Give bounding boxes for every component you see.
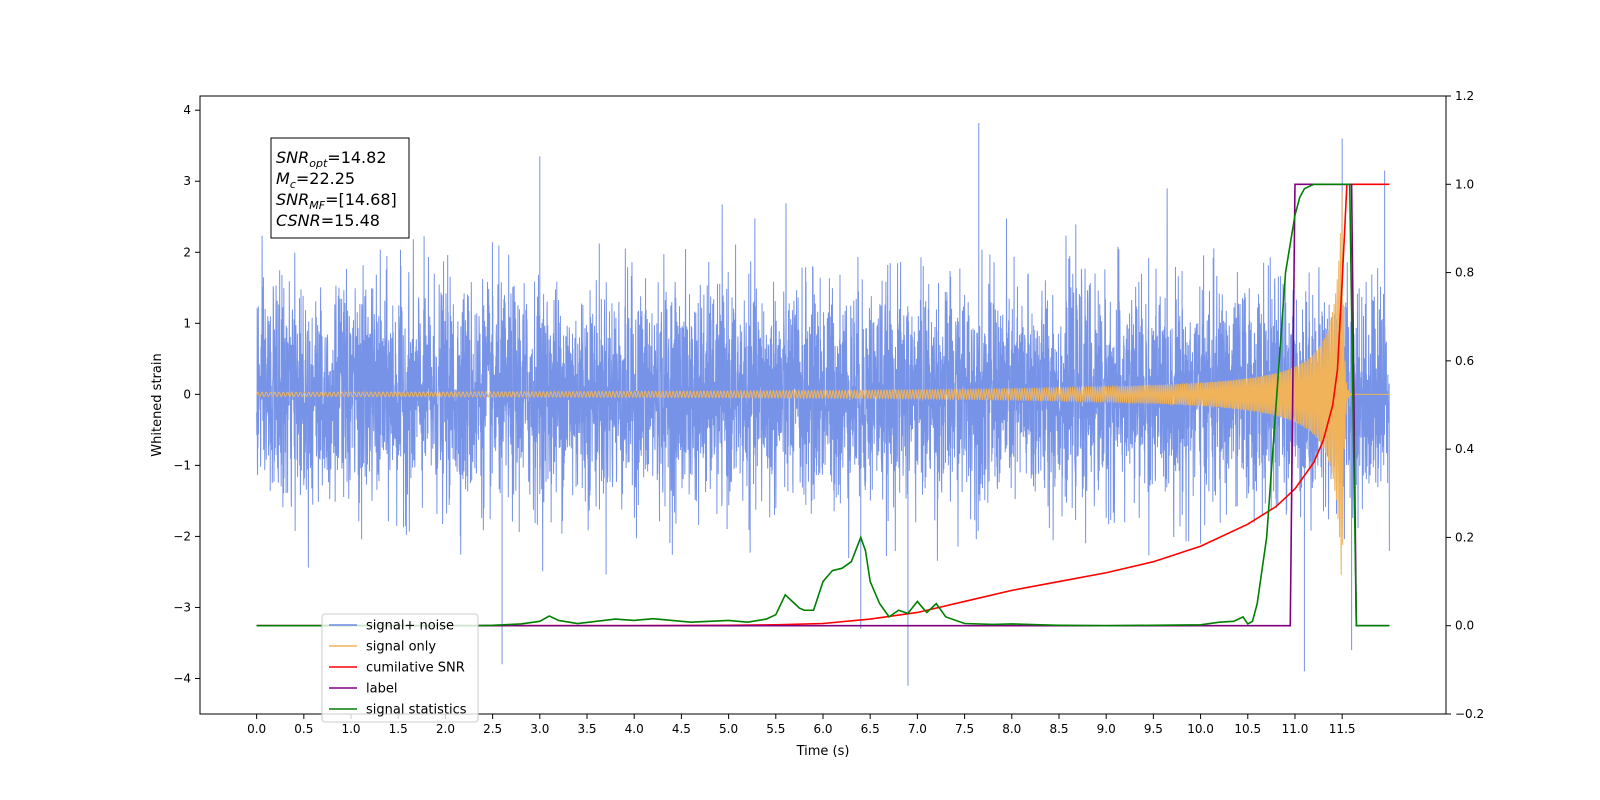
y-tick-label: −3	[173, 600, 191, 614]
annotation-value: =15.48	[321, 211, 380, 230]
annotation-value: =22.25	[296, 169, 355, 188]
annotation-subscript: opt	[309, 157, 328, 170]
annotation-line: CSNR=15.48	[276, 211, 380, 230]
x-tick-label: 3.5	[577, 722, 596, 736]
x-tick-label: 1.5	[389, 722, 408, 736]
y-tick-label: −1	[173, 458, 191, 472]
x-tick-label: 0.0	[247, 722, 266, 736]
series-signal-statistics	[256, 183, 1390, 627]
legend-entry: label	[366, 682, 397, 697]
metrics-annotation-box: SNRopt=14.82Mc=22.25SNRMF=[14.68]CSNR=15…	[270, 137, 410, 239]
annotation-symbol: CSNR	[276, 211, 321, 230]
x-tick-label: 9.5	[1144, 722, 1163, 736]
x-tick-label: 7.0	[908, 722, 927, 736]
annotation-line: SNRopt=14.82	[276, 148, 387, 170]
series-signal-only	[256, 191, 1390, 576]
annotation-line: Mc=22.25	[276, 169, 355, 191]
x-tick-label: 11.5	[1329, 722, 1356, 736]
annotation-symbol: M	[276, 169, 290, 188]
x-tick-label: 0.5	[294, 722, 313, 736]
x-tick-label: 6.0	[813, 722, 832, 736]
x-tick-label: 7.5	[955, 722, 974, 736]
y-tick-label: 3	[183, 174, 191, 188]
x-tick-label: 4.5	[672, 722, 691, 736]
y2-tick-label: 0.6	[1455, 354, 1474, 368]
x-tick-label: 5.0	[719, 722, 738, 736]
y2-tick-label: 0.4	[1455, 442, 1474, 456]
annotation-subscript: MF	[309, 199, 325, 212]
x-tick-label: 5.5	[766, 722, 785, 736]
x-tick-label: 4.0	[625, 722, 644, 736]
x-tick-label: 11.0	[1282, 722, 1309, 736]
annotation-symbol: SNR	[276, 148, 309, 167]
x-axis-label: Time (s)	[796, 744, 850, 759]
x-tick-label: 6.5	[861, 722, 880, 736]
legend-entry: signal only	[366, 640, 436, 655]
x-axis: 0.0 0.5 1.0 1.5 2.0 2.5 3.0 3.5 4.0 4.5 5.0 5.5 6.0 6…	[247, 714, 1356, 736]
plot-area	[256, 122, 1390, 686]
x-tick-label: 8.0	[1002, 722, 1021, 736]
y-tick-label: 1	[183, 316, 191, 330]
legend-entry: signal statistics	[366, 703, 467, 718]
y2-tick-label: 1.0	[1455, 177, 1474, 191]
annotation-value: =[14.68]	[325, 190, 397, 209]
annotation-frame	[270, 137, 410, 239]
y2-tick-label: 0.2	[1455, 530, 1474, 544]
annotation-subscript: c	[290, 178, 296, 191]
y-axis-left: −4 −3 −2 −1 0 1 2 3 4	[173, 103, 200, 685]
x-tick-label: 8.5	[1049, 722, 1068, 736]
y-tick-label: 2	[183, 245, 191, 259]
legend: signal+ noise signal only cumilative SNR la…	[321, 613, 479, 723]
y-tick-label: −4	[173, 671, 191, 685]
legend-entry: signal+ noise	[366, 619, 454, 634]
y-tick-label: 4	[183, 103, 191, 117]
y2-tick-label: 0.0	[1455, 619, 1474, 633]
annotation-line: SNRMF=[14.68]	[276, 190, 397, 212]
annotation-value: =14.82	[327, 148, 386, 167]
y2-tick-label: 0.8	[1455, 266, 1474, 280]
x-tick-label: 10.0	[1187, 722, 1214, 736]
x-tick-label: 9.0	[1097, 722, 1116, 736]
legend-frame	[321, 613, 479, 723]
y-axis-label: Whitened strain	[150, 353, 165, 456]
y2-tick-label: 1.2	[1455, 89, 1474, 103]
y-tick-label: 0	[183, 387, 191, 401]
x-tick-label: 1.0	[341, 722, 360, 736]
x-tick-label: 10.5	[1234, 722, 1261, 736]
y2-tick-label: −0.2	[1455, 707, 1484, 721]
annotation-symbol: SNR	[276, 190, 309, 209]
x-tick-label: 2.0	[436, 722, 455, 736]
x-tick-label: 3.0	[530, 722, 549, 736]
y-axis-right: −0.2 0.0 0.2 0.4 0.6 0.8 1.0 1.2	[1446, 89, 1484, 721]
legend-entry: cumilative SNR	[366, 661, 465, 676]
x-tick-label: 2.5	[483, 722, 502, 736]
y-tick-label: −2	[173, 529, 191, 543]
